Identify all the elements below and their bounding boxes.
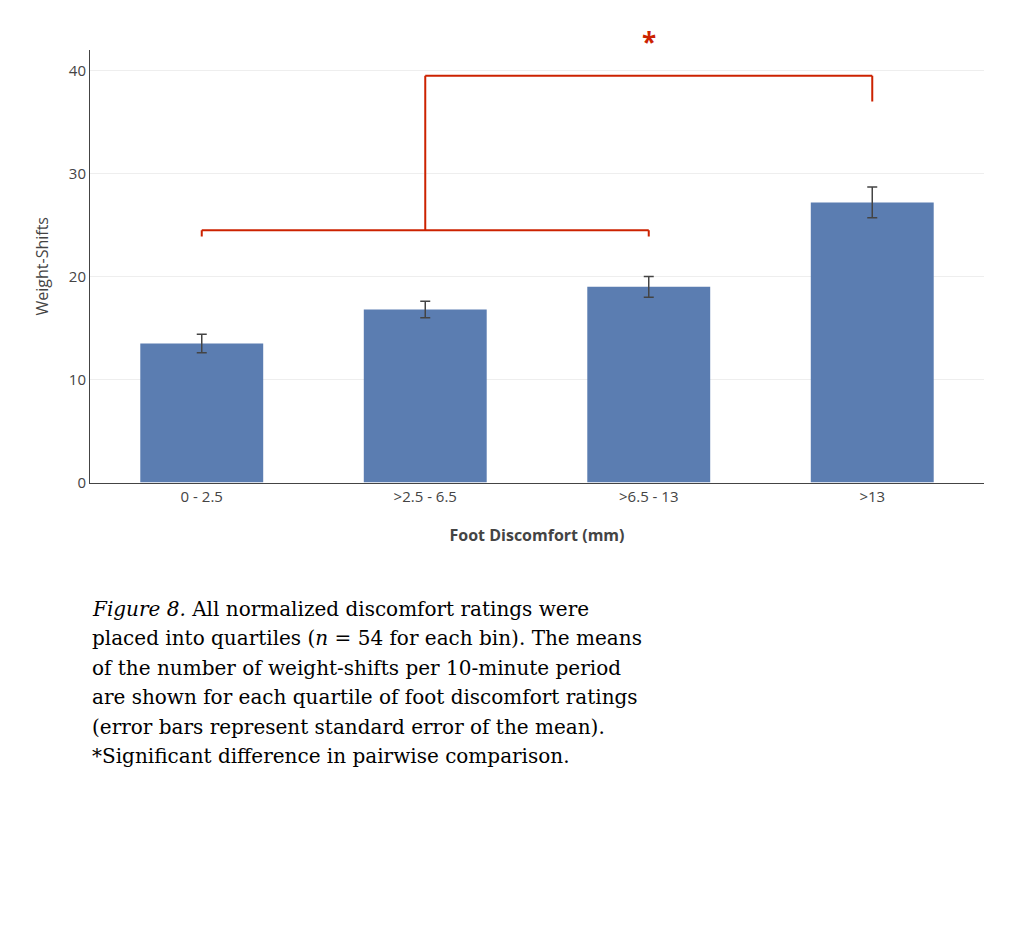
svg-text:Figure 8. All normalized disco: Figure 8. All normalized discomfort rati… bbox=[92, 597, 589, 621]
svg-text:(error bars represent standard: (error bars represent standard error of … bbox=[92, 715, 605, 739]
svg-text:10: 10 bbox=[69, 369, 86, 389]
svg-text:20: 20 bbox=[69, 266, 86, 286]
svg-text:placed into quartiles (n = 54: placed into quartiles (n = 54 for each b… bbox=[92, 626, 642, 650]
svg-text:>13: >13 bbox=[859, 486, 885, 506]
svg-text:Weight-Shifts: Weight-Shifts bbox=[31, 217, 53, 315]
svg-text:of the number of weight-shifts: of the number of weight-shifts per 10-mi… bbox=[92, 656, 621, 680]
svg-text:are shown for each quartile of: are shown for each quartile of foot disc… bbox=[92, 685, 638, 709]
svg-text:40: 40 bbox=[69, 60, 86, 80]
svg-text:*Significant difference in pai: *Significant difference in pairwise comp… bbox=[92, 744, 570, 768]
svg-text:30: 30 bbox=[69, 163, 86, 183]
svg-text:>2.5 - 6.5: >2.5 - 6.5 bbox=[394, 486, 457, 506]
svg-text:>6.5 - 13: >6.5 - 13 bbox=[619, 486, 678, 506]
svg-text:*: * bbox=[642, 24, 656, 60]
svg-text:0 - 2.5: 0 - 2.5 bbox=[181, 486, 223, 506]
svg-text:Foot Discomfort (mm): Foot Discomfort (mm) bbox=[450, 524, 625, 546]
svg-text:0: 0 bbox=[77, 472, 86, 492]
